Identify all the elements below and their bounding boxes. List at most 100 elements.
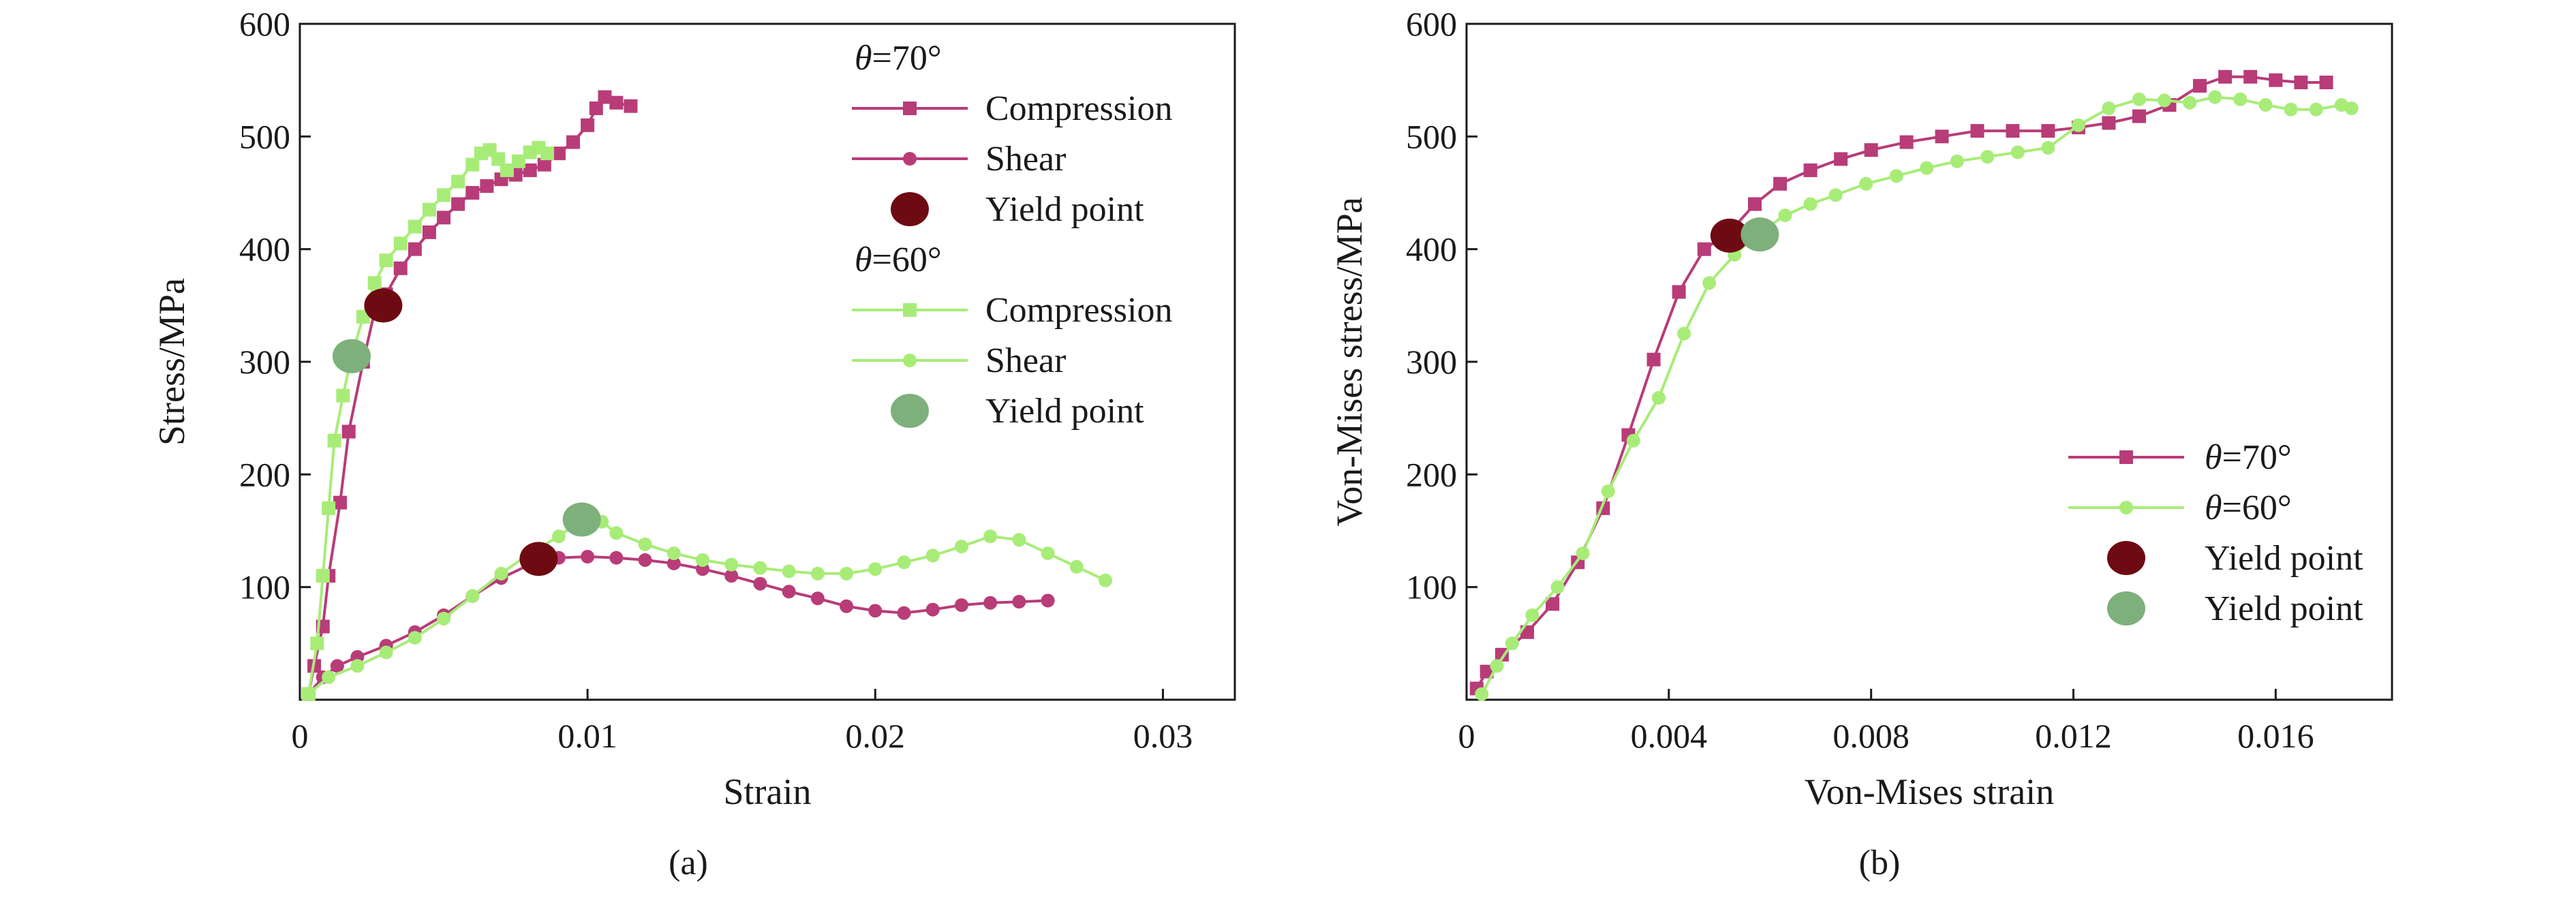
data-point bbox=[350, 659, 365, 673]
data-point bbox=[408, 242, 422, 256]
y-tick-label: 600 bbox=[239, 5, 290, 43]
x-tick-label: 0.008 bbox=[1833, 717, 1910, 755]
data-point bbox=[551, 529, 566, 544]
data-point bbox=[2309, 102, 2323, 117]
data-point bbox=[868, 562, 883, 576]
y-tick-label: 100 bbox=[239, 568, 290, 606]
y-tick-label: 500 bbox=[239, 117, 290, 155]
data-point bbox=[925, 548, 940, 563]
data-point bbox=[609, 526, 624, 540]
data-point bbox=[1697, 242, 1711, 256]
series-line bbox=[307, 555, 1048, 695]
data-point bbox=[437, 211, 451, 225]
data-point bbox=[437, 611, 451, 625]
legend-marker bbox=[2119, 450, 2133, 464]
data-point bbox=[1677, 326, 1691, 341]
data-point bbox=[2102, 102, 2116, 115]
y-tick-label: 200 bbox=[239, 455, 290, 493]
data-point bbox=[2269, 73, 2283, 87]
legend-value: =60° bbox=[2222, 489, 2292, 527]
legend-value: Yield point bbox=[2205, 589, 2363, 628]
data-point bbox=[379, 253, 393, 268]
series-line bbox=[1475, 75, 2327, 690]
y-axis-label: Von-Mises stress/MPa bbox=[1329, 197, 1370, 527]
data-point bbox=[1505, 636, 1519, 651]
legend-heading-value: =70° bbox=[872, 39, 942, 78]
data-point bbox=[1479, 664, 1494, 679]
data-point bbox=[2208, 90, 2222, 104]
data-point bbox=[897, 555, 911, 570]
legend-value: =70° bbox=[2222, 438, 2292, 477]
legend-label: Compression bbox=[985, 89, 1172, 128]
legend-value: Yield point bbox=[2205, 539, 2363, 578]
legend-label: Shear bbox=[985, 341, 1066, 380]
data-point bbox=[638, 537, 652, 551]
legend-yield-marker bbox=[2107, 591, 2145, 625]
data-point bbox=[1935, 129, 1949, 144]
yield-point-marker bbox=[562, 502, 601, 537]
data-point bbox=[523, 163, 537, 177]
data-point bbox=[1899, 135, 1914, 149]
data-point bbox=[310, 636, 324, 651]
data-point bbox=[393, 236, 408, 251]
data-point bbox=[1525, 608, 1539, 622]
data-point bbox=[2233, 92, 2248, 106]
data-point bbox=[1099, 573, 1113, 587]
y-tick-label: 300 bbox=[1406, 343, 1457, 381]
data-point bbox=[322, 670, 336, 684]
data-point bbox=[1702, 276, 1717, 290]
y-axis-label: Stress/MPa bbox=[151, 278, 192, 446]
data-point bbox=[500, 163, 514, 177]
data-point bbox=[491, 152, 506, 166]
x-tick-label: 0.016 bbox=[2237, 717, 2314, 755]
data-point bbox=[537, 157, 551, 172]
data-point bbox=[724, 557, 739, 572]
legend-yield-marker bbox=[891, 394, 929, 428]
y-tick-label: 600 bbox=[1406, 5, 1457, 43]
data-point bbox=[1859, 176, 1873, 191]
data-point bbox=[810, 591, 825, 606]
data-point bbox=[1834, 152, 1848, 166]
data-point bbox=[322, 501, 336, 515]
data-point bbox=[840, 566, 854, 580]
data-point bbox=[598, 90, 612, 104]
data-point bbox=[983, 595, 998, 610]
data-point bbox=[954, 598, 968, 613]
data-point bbox=[511, 154, 525, 168]
data-point bbox=[666, 556, 681, 570]
data-point bbox=[753, 576, 767, 591]
x-tick-label: 0.03 bbox=[1133, 717, 1193, 755]
data-point bbox=[327, 433, 341, 448]
data-point bbox=[2010, 145, 2025, 159]
data-point bbox=[925, 602, 940, 617]
data-point bbox=[624, 99, 638, 113]
data-point bbox=[422, 225, 436, 239]
data-point bbox=[333, 495, 348, 510]
data-point bbox=[2006, 124, 2020, 138]
legend-marker bbox=[2119, 501, 2133, 514]
data-point bbox=[540, 146, 555, 161]
series-1 bbox=[301, 550, 1055, 701]
yield-point-marker bbox=[364, 288, 403, 323]
data-point bbox=[2183, 95, 2197, 110]
data-point bbox=[2344, 102, 2359, 115]
legend-label: Shear bbox=[985, 140, 1066, 179]
data-point bbox=[437, 188, 451, 202]
legend-label: Yield point bbox=[985, 190, 1144, 229]
x-tick-label: 0 bbox=[292, 717, 309, 755]
y-tick-label: 500 bbox=[1406, 117, 1457, 155]
data-point bbox=[2243, 69, 2258, 84]
data-point bbox=[301, 687, 316, 701]
legend-heading-symbol: θ bbox=[855, 241, 872, 279]
data-point bbox=[2294, 75, 2308, 89]
legend-yield-marker bbox=[2107, 541, 2145, 575]
data-point bbox=[379, 645, 393, 660]
panel-label: (b) bbox=[1859, 843, 1901, 882]
data-point bbox=[1920, 161, 1934, 175]
legend-heading: θ=60° bbox=[855, 241, 942, 279]
data-point bbox=[2071, 118, 2085, 132]
yield-point-marker bbox=[332, 339, 371, 373]
legend-label: Yield point bbox=[2205, 589, 2363, 628]
